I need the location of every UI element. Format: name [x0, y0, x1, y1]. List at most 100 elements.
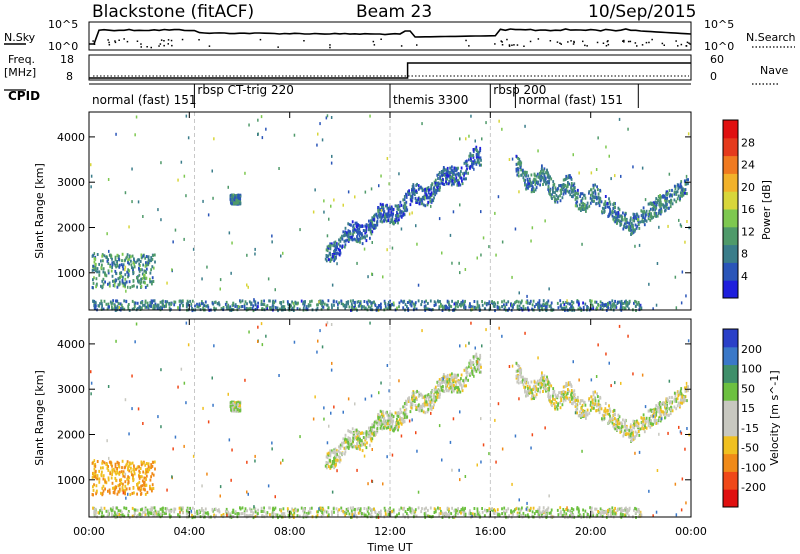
power-echo-cell — [622, 306, 624, 310]
power-echo-cell — [415, 183, 418, 187]
power-echo-cell — [192, 247, 195, 251]
velocity-echo-cell — [626, 511, 629, 515]
power-echo-cell — [436, 181, 438, 185]
noise-search-dot — [198, 39, 200, 41]
power-echo-cell — [595, 300, 598, 304]
power-echo-cell — [448, 306, 450, 310]
velocity-echo-cell — [464, 512, 467, 516]
velocity-echo-cell — [101, 461, 104, 465]
power-echo-cell — [138, 269, 141, 273]
power-echo-cell — [456, 301, 459, 305]
cpid-label: CPID — [8, 89, 40, 103]
power-echo-cell — [253, 298, 255, 302]
velocity-echo-cell — [145, 474, 148, 478]
power-echo-cell — [659, 194, 661, 197]
power-echo-cell — [353, 237, 356, 241]
power-echo-cell — [247, 285, 249, 289]
power-echo-cell — [396, 210, 398, 214]
velocity-echo-cell — [138, 486, 141, 490]
power-echo-cell — [641, 166, 644, 170]
power-echo-cell — [460, 170, 462, 174]
power-echo-cell — [339, 236, 342, 240]
power-echo-cell — [427, 307, 429, 311]
velocity-echo-cell — [531, 514, 533, 518]
power-echo-cell — [669, 200, 672, 204]
velocity-echo-cell — [429, 506, 432, 510]
velocity-echo-cell — [624, 514, 627, 518]
power-echo-cell — [365, 223, 368, 227]
power-echo-cell — [424, 196, 426, 200]
power-echo-cell — [492, 302, 494, 306]
velocity-echo-cell — [493, 508, 496, 512]
power-echo-cell — [594, 300, 596, 304]
power-echo-cell — [638, 243, 641, 247]
power-echo-cell — [198, 303, 200, 307]
power-echo-cell — [369, 230, 372, 234]
velocity-echo-cell — [94, 507, 97, 511]
power-echo-cell — [648, 209, 651, 213]
power-echo-cell — [118, 254, 120, 258]
velocity-echo-cell — [483, 514, 486, 518]
power-echo-cell — [446, 299, 449, 303]
velocity-echo-cell — [439, 507, 441, 510]
velocity-echo-cell — [103, 461, 106, 465]
power-echo-cell — [484, 301, 486, 305]
power-echo-cell — [411, 192, 414, 196]
power-echo-cell — [230, 201, 232, 205]
power-echo-cell — [511, 157, 514, 161]
velocity-echo-cell — [446, 506, 449, 510]
velocity-echo-cell — [121, 487, 124, 491]
velocity-echo-cell — [522, 511, 525, 515]
velocity-echo-cell — [404, 510, 407, 514]
velocity-echo-cell — [120, 470, 123, 474]
power-echo-cell — [577, 188, 579, 192]
power-echo-cell — [570, 300, 573, 304]
power-echo-cell — [194, 304, 196, 308]
power-echo-cell — [546, 180, 549, 184]
power-echo-cell — [464, 177, 466, 181]
velocity-echo-cell — [349, 506, 352, 510]
velocity-echo-cell — [96, 460, 99, 463]
velocity-echo-cell — [152, 487, 155, 490]
power-echo-cell — [248, 307, 250, 311]
velocity-echo-cell — [123, 489, 125, 493]
velocity-echo-cell — [338, 508, 340, 512]
power-echo-cell — [280, 254, 282, 258]
velocity-echo-cell — [320, 514, 323, 518]
velocity-echo-cell — [579, 513, 581, 517]
power-echo-cell — [617, 206, 620, 210]
power-echo-cell — [244, 171, 246, 175]
power-echo-cell — [433, 196, 435, 200]
power-echo-cell — [555, 193, 558, 197]
velocity-echo-cell — [399, 407, 402, 411]
velocity-echo-cell — [120, 510, 123, 514]
power-echo-cell — [90, 163, 92, 167]
power-echo-cell — [606, 201, 609, 205]
power-echo-cell — [411, 211, 413, 215]
velocity-echo-cell — [138, 480, 141, 484]
velocity-echo-cell — [138, 465, 140, 469]
power-echo-cell — [623, 222, 626, 226]
velocity-echo-cell — [107, 512, 110, 516]
velocity-echo-cell — [112, 491, 115, 494]
power-echo-cell — [605, 302, 607, 306]
power-echo-cell — [400, 299, 403, 303]
power-echo-cell — [111, 307, 113, 311]
power-echo-cell — [570, 177, 573, 181]
power-echo-cell — [526, 294, 528, 298]
noise-search-dot — [181, 38, 184, 41]
power-echo-cell — [522, 176, 525, 180]
velocity-echo-cell — [125, 487, 128, 491]
power-echo-cell — [545, 181, 548, 184]
power-echo-cell — [390, 218, 393, 222]
power-echo-cell — [145, 276, 147, 280]
power-echo-cell — [684, 179, 686, 183]
power-echo-cell — [620, 299, 623, 303]
power-echo-cell — [433, 186, 435, 190]
power-echo-cell — [663, 195, 665, 199]
velocity-echo-cell — [342, 437, 345, 441]
power-echo-cell — [663, 205, 666, 209]
power-echo-cell — [637, 301, 640, 304]
velocity-echo-cell — [93, 467, 96, 471]
